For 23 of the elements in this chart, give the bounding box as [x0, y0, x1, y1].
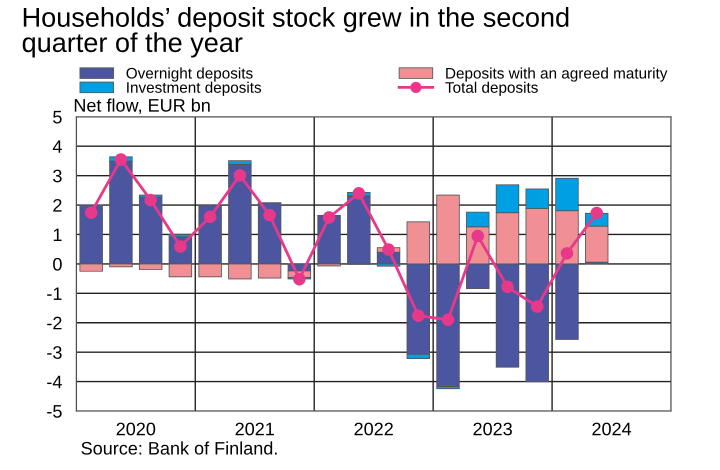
y-tick-label: 5: [53, 110, 62, 124]
y-tick-label: 0: [53, 258, 62, 271]
x-tick-label: 2023: [473, 422, 512, 436]
legend-label: Deposits with an agreed maturity: [446, 67, 668, 82]
y-tick-label: -3: [47, 346, 62, 359]
y-tick-label: -1: [47, 287, 62, 300]
x-tick-label: 2024: [592, 422, 632, 436]
x-tick-label: 2022: [354, 422, 393, 436]
legend-label: Investment deposits: [127, 82, 262, 96]
y-tick-label: 2: [53, 198, 62, 212]
legend-label: Total deposits: [445, 82, 538, 96]
legend-label: Overnight deposits: [126, 67, 253, 82]
y-tick-label: -4: [47, 376, 62, 388]
chart-title: Households’ deposit stock grew in the second quarter of the year: [22, 7, 568, 58]
y-tick-label: 3: [53, 170, 62, 182]
y-tick-label: -2: [47, 316, 62, 330]
x-tick-label: 2021: [236, 422, 274, 436]
x-tick-label: 2020: [116, 422, 156, 436]
y-axis-title: Net flow, EUR bn: [74, 98, 210, 114]
y-tick-label: 4: [52, 140, 62, 153]
y-tick-label: -5: [47, 405, 62, 418]
source-note: Source: Bank of Finland.: [81, 441, 277, 455]
y-tick-label: 1: [54, 228, 62, 242]
